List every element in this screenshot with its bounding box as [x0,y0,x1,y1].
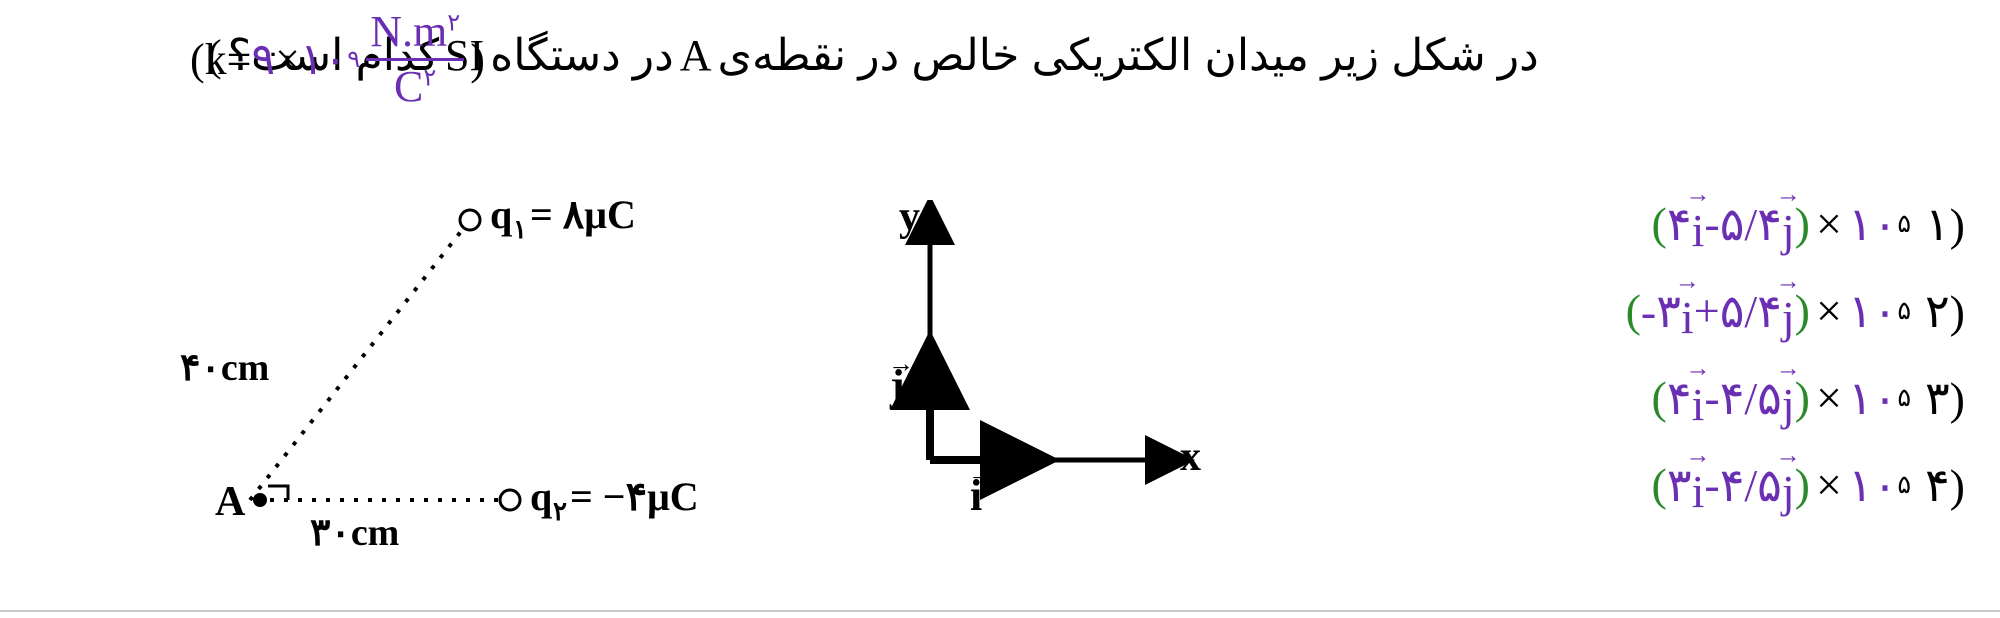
q1-eq: = ۸μC [530,192,636,237]
opt3-times: × [1816,371,1842,424]
opt1-exp: ۵ [1897,209,1911,239]
k-frac-den-exp: ۲ [423,64,436,91]
opt1-num: ۱) [1925,197,1965,251]
q1-label-text: q [490,192,512,237]
k-frac-num-base: N.m [370,7,447,56]
j-arrow-icon: → [888,349,914,378]
k-ten: ۱۰ [300,34,347,85]
charge-diagram: q ۱ = ۸μC q ۲ = −۴μC A ۴۰cm ۳۰cm [180,180,830,580]
opt1-ten: ۱۰ [1848,197,1897,251]
opt1-b: ۵/۴ [1720,197,1782,251]
k-nine: ۹ [251,34,275,85]
k-fraction: N.m۲ C۲ [366,10,464,109]
option-4[interactable]: ( ۳ i - ۴/۵ j ) × ۱۰ ۵ ۴) [1626,451,1965,518]
physics-question: در شکل زیر میدان الکتریکی خالص در نقطه‌ی… [0,0,2000,618]
k-frac-num: N.m۲ [366,10,464,54]
opt3-vec-j: j [1782,364,1795,431]
opt2-ten: ۱۰ [1848,284,1897,338]
opt4-ten: ۱۰ [1848,458,1897,512]
q2-sub: ۲ [553,497,567,526]
dist-40cm: ۴۰cm [180,347,269,389]
opt3-num: ۳) [1925,371,1965,425]
option-1[interactable]: ( ۴ i - ۵/۴ j ) × ۱۰ ۵ ۱) [1626,190,1965,257]
opt3-vec-i: i [1692,364,1705,431]
k-constant: (k = ۹ × ۱۰ ۹ N.m۲ C۲ ) [190,10,485,109]
opt2-num: ۲) [1925,284,1965,338]
question-pre: در شکل زیر میدان الکتریکی خالص در نقطه‌ی [718,30,1539,81]
coordinate-system: y x j → i → [870,200,1220,520]
dist-30cm: ۳۰cm [310,512,399,554]
page-divider [0,610,2000,612]
opt3-b: ۴/۵ [1720,371,1782,425]
k-frac-den-base: C [394,62,423,111]
opt2-lp: ( [1626,284,1641,337]
q2-eq: = −۴μC [570,474,699,519]
a-label: A [215,479,246,525]
option-3[interactable]: ( ۴ i - ۴/۵ j ) × ۱۰ ۵ ۳) [1626,364,1965,431]
question-mid: در دستگاه [490,30,674,81]
opt4-times: × [1816,458,1842,511]
k-frac-num-exp: ۲ [447,9,460,36]
opt2-vec-j: j [1782,277,1795,344]
opt3-ten: ۱۰ [1848,371,1897,425]
k-eq: = [227,34,252,85]
opt4-exp: ۵ [1897,470,1911,500]
q1-sub: ۱ [513,215,527,244]
y-label: y [899,200,920,240]
opt1-times: × [1816,197,1842,250]
opt1-lp: ( [1652,197,1667,250]
opt4-b: ۴/۵ [1720,458,1782,512]
diagram-svg: q ۱ = ۸μC q ۲ = −۴μC A ۴۰cm ۳۰cm [180,180,830,580]
option-2[interactable]: ( -۳ i + ۵/۴ j ) × ۱۰ ۵ ۲) [1626,277,1965,344]
opt3-exp: ۵ [1897,383,1911,413]
opt2-times: × [1816,284,1842,337]
opt4-vec-i: i [1692,451,1705,518]
question-point: A [680,30,712,81]
opt4-lp: ( [1652,458,1667,511]
k-frac-den: C۲ [390,65,440,109]
opt2-exp: ۵ [1897,296,1911,326]
opt4-num: ۴) [1925,458,1965,512]
answer-options: ( ۴ i - ۵/۴ j ) × ۱۰ ۵ ۱) ( -۳ i + ۵/۴ j… [1626,190,1965,518]
i-arrow-icon: → [968,459,994,488]
opt1-vec-j: j [1782,190,1795,257]
x-label: x [1180,434,1201,480]
opt4-vec-j: j [1782,451,1795,518]
k-close: ) [470,34,485,85]
coordinate-svg: y x j → i → [870,200,1220,520]
opt2-vec-i: i [1681,277,1694,344]
opt2-b: ۵/۴ [1720,284,1782,338]
k-times: × [275,34,300,85]
k-frac-bar [366,58,464,61]
opt3-lp: ( [1652,371,1667,424]
k-open: (k [190,34,227,85]
opt1-vec-i: i [1692,190,1705,257]
k-ten-exp: ۹ [347,45,360,74]
q2-label-text: q [530,474,552,519]
